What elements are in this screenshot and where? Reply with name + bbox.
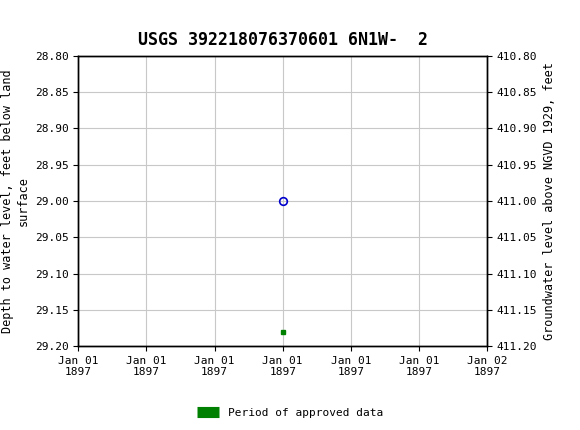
Text: ≋ USGS: ≋ USGS	[6, 12, 82, 29]
Title: USGS 392218076370601 6N1W-  2: USGS 392218076370601 6N1W- 2	[138, 31, 428, 49]
Y-axis label: Depth to water level, feet below land
surface: Depth to water level, feet below land su…	[1, 69, 29, 333]
Y-axis label: Groundwater level above NGVD 1929, feet: Groundwater level above NGVD 1929, feet	[543, 62, 556, 340]
Legend: Period of approved data: Period of approved data	[193, 403, 387, 422]
